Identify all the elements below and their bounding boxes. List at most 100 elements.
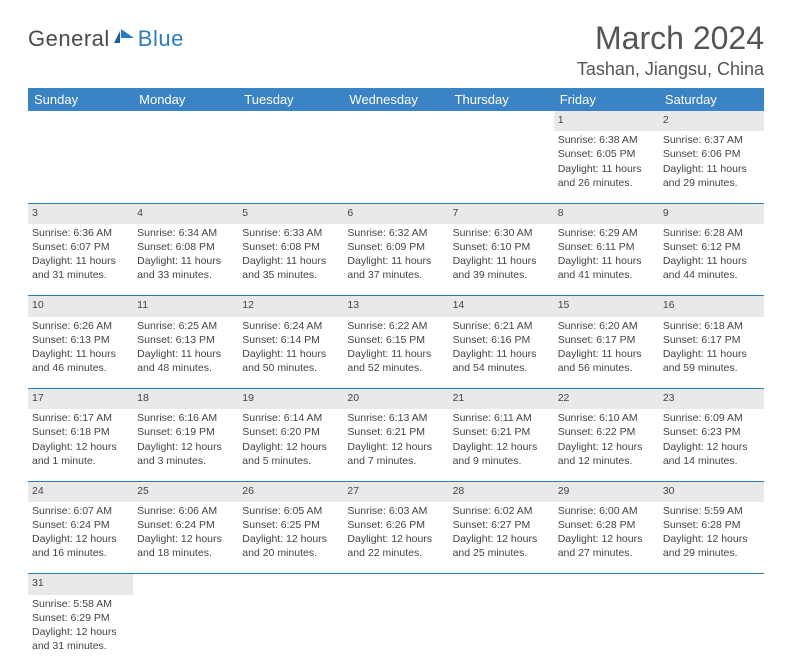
day-number-cell (343, 574, 448, 595)
month-title: March 2024 (577, 20, 764, 57)
cell-sr: Sunrise: 6:02 AM (453, 504, 550, 518)
cell-sr: Sunrise: 6:34 AM (137, 226, 234, 240)
day-detail-cell: Sunrise: 6:07 AMSunset: 6:24 PMDaylight:… (28, 502, 133, 574)
cell-sr: Sunrise: 6:38 AM (558, 133, 655, 147)
cell-sr: Sunrise: 6:06 AM (137, 504, 234, 518)
weekday-header: Thursday (449, 88, 554, 111)
day-number-cell: 31 (28, 574, 133, 595)
day-number-cell (343, 111, 448, 131)
cell-d1: Daylight: 12 hours (137, 440, 234, 454)
day-detail-cell: Sunrise: 6:16 AMSunset: 6:19 PMDaylight:… (133, 409, 238, 481)
calendar-table: SundayMondayTuesdayWednesdayThursdayFrid… (28, 88, 764, 667)
cell-ss: Sunset: 6:29 PM (32, 611, 129, 625)
cell-ss: Sunset: 6:28 PM (663, 518, 760, 532)
cell-d2: and 20 minutes. (242, 546, 339, 560)
cell-sr: Sunrise: 6:18 AM (663, 319, 760, 333)
cell-ss: Sunset: 6:16 PM (453, 333, 550, 347)
brand-text-dark: General (28, 26, 110, 52)
cell-ss: Sunset: 6:21 PM (453, 425, 550, 439)
cell-d1: Daylight: 12 hours (558, 440, 655, 454)
cell-d1: Daylight: 11 hours (32, 347, 129, 361)
cell-d2: and 9 minutes. (453, 454, 550, 468)
cell-sr: Sunrise: 6:09 AM (663, 411, 760, 425)
cell-d1: Daylight: 12 hours (453, 440, 550, 454)
day-detail-cell (133, 595, 238, 667)
day-detail-cell: Sunrise: 6:20 AMSunset: 6:17 PMDaylight:… (554, 317, 659, 389)
day-detail-cell: Sunrise: 6:05 AMSunset: 6:25 PMDaylight:… (238, 502, 343, 574)
cell-ss: Sunset: 6:13 PM (137, 333, 234, 347)
cell-sr: Sunrise: 6:36 AM (32, 226, 129, 240)
cell-sr: Sunrise: 6:13 AM (347, 411, 444, 425)
day-number-cell (28, 111, 133, 131)
cell-d1: Daylight: 12 hours (32, 532, 129, 546)
day-number-cell: 28 (449, 481, 554, 502)
brand-text-blue: Blue (138, 26, 184, 52)
weekday-header: Sunday (28, 88, 133, 111)
cell-ss: Sunset: 6:10 PM (453, 240, 550, 254)
cell-sr: Sunrise: 6:37 AM (663, 133, 760, 147)
day-number-cell: 27 (343, 481, 448, 502)
day-detail-cell: Sunrise: 6:21 AMSunset: 6:16 PMDaylight:… (449, 317, 554, 389)
cell-d1: Daylight: 12 hours (663, 532, 760, 546)
cell-ss: Sunset: 6:19 PM (137, 425, 234, 439)
day-detail-cell: Sunrise: 6:06 AMSunset: 6:24 PMDaylight:… (133, 502, 238, 574)
title-block: March 2024 Tashan, Jiangsu, China (577, 20, 764, 80)
day-number-cell: 10 (28, 296, 133, 317)
day-number-cell: 26 (238, 481, 343, 502)
cell-sr: Sunrise: 5:58 AM (32, 597, 129, 611)
cell-ss: Sunset: 6:08 PM (242, 240, 339, 254)
cell-d1: Daylight: 11 hours (558, 347, 655, 361)
cell-ss: Sunset: 6:26 PM (347, 518, 444, 532)
day-detail-cell (133, 131, 238, 203)
cell-sr: Sunrise: 6:25 AM (137, 319, 234, 333)
day-number-cell: 11 (133, 296, 238, 317)
cell-ss: Sunset: 6:25 PM (242, 518, 339, 532)
day-number-cell (449, 111, 554, 131)
day-number-cell: 20 (343, 389, 448, 410)
day-number-cell: 22 (554, 389, 659, 410)
day-detail-cell: Sunrise: 6:30 AMSunset: 6:10 PMDaylight:… (449, 224, 554, 296)
cell-d2: and 16 minutes. (32, 546, 129, 560)
header: General Blue March 2024 Tashan, Jiangsu,… (28, 20, 764, 80)
cell-ss: Sunset: 6:17 PM (663, 333, 760, 347)
flag-icon (114, 29, 136, 50)
cell-d2: and 22 minutes. (347, 546, 444, 560)
cell-d2: and 50 minutes. (242, 361, 339, 375)
day-detail-cell: Sunrise: 6:17 AMSunset: 6:18 PMDaylight:… (28, 409, 133, 481)
cell-ss: Sunset: 6:09 PM (347, 240, 444, 254)
cell-d1: Daylight: 12 hours (32, 625, 129, 639)
cell-d2: and 31 minutes. (32, 268, 129, 282)
cell-ss: Sunset: 6:07 PM (32, 240, 129, 254)
day-detail-cell (449, 595, 554, 667)
cell-sr: Sunrise: 6:10 AM (558, 411, 655, 425)
day-number-cell: 12 (238, 296, 343, 317)
cell-ss: Sunset: 6:28 PM (558, 518, 655, 532)
cell-d2: and 5 minutes. (242, 454, 339, 468)
weekday-header: Saturday (659, 88, 764, 111)
cell-sr: Sunrise: 6:26 AM (32, 319, 129, 333)
day-detail-cell: Sunrise: 6:22 AMSunset: 6:15 PMDaylight:… (343, 317, 448, 389)
day-detail-cell: Sunrise: 6:36 AMSunset: 6:07 PMDaylight:… (28, 224, 133, 296)
cell-ss: Sunset: 6:11 PM (558, 240, 655, 254)
weekday-header: Monday (133, 88, 238, 111)
day-detail-cell: Sunrise: 6:25 AMSunset: 6:13 PMDaylight:… (133, 317, 238, 389)
cell-d2: and 1 minute. (32, 454, 129, 468)
cell-sr: Sunrise: 6:16 AM (137, 411, 234, 425)
day-number-cell: 2 (659, 111, 764, 131)
cell-sr: Sunrise: 6:00 AM (558, 504, 655, 518)
cell-d2: and 48 minutes. (137, 361, 234, 375)
day-detail-cell (343, 131, 448, 203)
day-detail-cell: Sunrise: 5:59 AMSunset: 6:28 PMDaylight:… (659, 502, 764, 574)
day-detail-cell: Sunrise: 6:38 AMSunset: 6:05 PMDaylight:… (554, 131, 659, 203)
cell-d2: and 12 minutes. (558, 454, 655, 468)
cell-ss: Sunset: 6:17 PM (558, 333, 655, 347)
cell-ss: Sunset: 6:27 PM (453, 518, 550, 532)
cell-d1: Daylight: 12 hours (347, 440, 444, 454)
cell-sr: Sunrise: 6:11 AM (453, 411, 550, 425)
cell-sr: Sunrise: 6:05 AM (242, 504, 339, 518)
cell-d2: and 41 minutes. (558, 268, 655, 282)
day-number-cell: 18 (133, 389, 238, 410)
calendar-header: SundayMondayTuesdayWednesdayThursdayFrid… (28, 88, 764, 111)
cell-d1: Daylight: 12 hours (32, 440, 129, 454)
cell-ss: Sunset: 6:21 PM (347, 425, 444, 439)
